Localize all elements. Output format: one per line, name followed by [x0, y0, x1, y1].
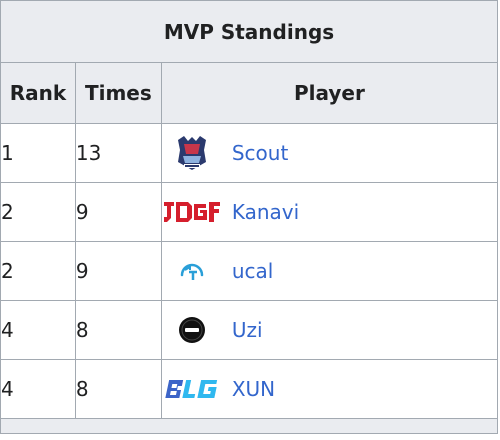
- edg-team-logo-icon[interactable]: [162, 135, 222, 171]
- player-cell: Kanavi: [160, 182, 499, 242]
- rank-cell: 2: [0, 241, 76, 301]
- player-link[interactable]: Kanavi: [231, 200, 300, 224]
- player-cell: Uzi: [160, 300, 499, 360]
- player-cell: Scout: [160, 123, 499, 183]
- table-row: 2 9 Kanavi: [0, 182, 499, 242]
- table-row: 2 9 ucal: [0, 241, 499, 301]
- team-we-logo-icon[interactable]: [162, 253, 222, 289]
- column-header-times: Times: [74, 62, 162, 124]
- times-cell: 9: [74, 182, 162, 242]
- blg-team-logo-icon[interactable]: [162, 371, 222, 407]
- table-header-row: Rank Times Player: [0, 62, 499, 124]
- player-link[interactable]: Uzi: [231, 318, 263, 342]
- table-row: 4 8 Uzi: [0, 300, 499, 360]
- edg-circle-logo-icon[interactable]: [162, 312, 222, 348]
- rank-cell: 1: [0, 123, 76, 183]
- table-row: 1 13 Scout: [0, 123, 499, 183]
- rank-cell: 4: [0, 359, 76, 419]
- jdg-team-logo-icon[interactable]: [162, 194, 222, 230]
- table-title: MVP Standings: [0, 0, 498, 63]
- player-link[interactable]: Scout: [231, 141, 289, 165]
- rank-cell: 4: [0, 300, 76, 360]
- times-cell: 13: [74, 123, 162, 183]
- player-cell: ucal: [160, 241, 499, 301]
- times-cell: 8: [74, 359, 162, 419]
- table-footer: [0, 418, 498, 434]
- player-link[interactable]: XUN: [231, 377, 276, 401]
- table-title-row: MVP Standings: [0, 0, 498, 63]
- times-cell: 8: [74, 300, 162, 360]
- rank-cell: 2: [0, 182, 76, 242]
- times-cell: 9: [74, 241, 162, 301]
- player-cell: XUN: [160, 359, 499, 419]
- column-header-rank: Rank: [0, 62, 76, 124]
- table-row: 4 8 XUN: [0, 359, 499, 419]
- player-link[interactable]: ucal: [231, 259, 274, 283]
- column-header-player: Player: [160, 62, 499, 124]
- table-footer-row: [0, 418, 498, 434]
